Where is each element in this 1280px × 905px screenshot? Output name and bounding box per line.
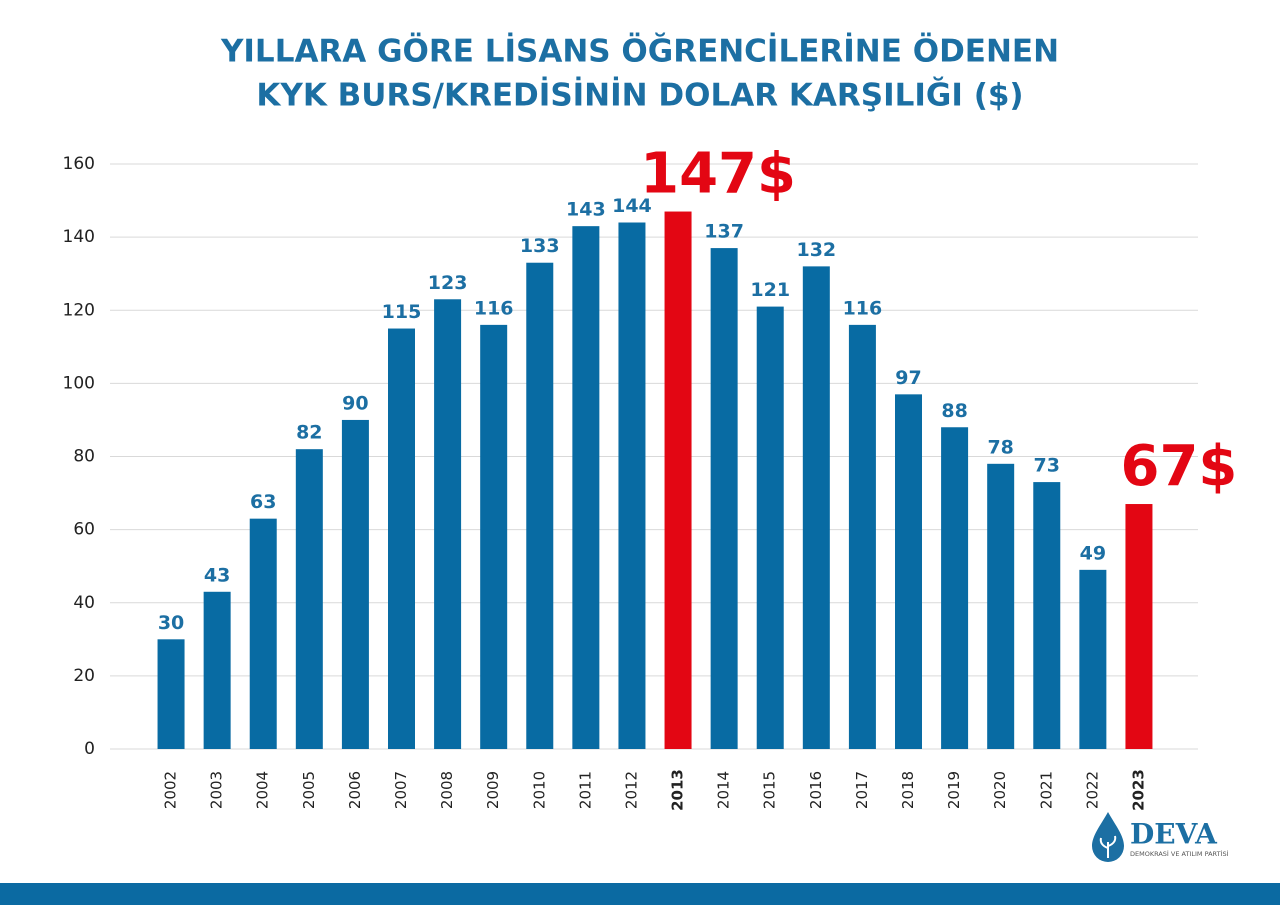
x-tick-label: 2004 bbox=[254, 771, 272, 809]
bar bbox=[434, 299, 462, 749]
bar bbox=[941, 427, 969, 749]
value-label: 88 bbox=[941, 400, 967, 422]
value-label: 144 bbox=[612, 195, 652, 217]
bar bbox=[802, 266, 830, 749]
x-tick-label: 2003 bbox=[208, 771, 226, 809]
value-label: 63 bbox=[250, 491, 276, 513]
value-label: 123 bbox=[428, 272, 468, 294]
logo-subtitle: DEMOKRASİ VE ATILIM PARTİSİ bbox=[1130, 849, 1229, 858]
logo-leaf bbox=[1099, 835, 1117, 858]
value-label: 132 bbox=[796, 239, 836, 261]
value-label: 137 bbox=[704, 221, 744, 243]
bar bbox=[756, 306, 784, 749]
x-tick-label: 2014 bbox=[715, 771, 733, 809]
x-tick-label: 2017 bbox=[853, 771, 871, 809]
x-tick-label: 2011 bbox=[576, 771, 594, 809]
y-tick-label: 60 bbox=[73, 520, 95, 540]
bar bbox=[526, 262, 554, 749]
logo-name: DEVA bbox=[1130, 818, 1218, 851]
footer-stripe bbox=[0, 883, 1280, 905]
x-tick-label: 2020 bbox=[991, 771, 1009, 809]
value-label: 67$ bbox=[1121, 434, 1238, 499]
value-label: 90 bbox=[342, 392, 368, 414]
y-tick-label: 40 bbox=[73, 593, 95, 613]
value-label: 78 bbox=[987, 436, 1013, 458]
x-tick-label: 2022 bbox=[1083, 771, 1101, 809]
value-label: 143 bbox=[566, 199, 606, 221]
x-tick-label: 2008 bbox=[438, 771, 456, 809]
x-tick-label: 2005 bbox=[300, 771, 318, 809]
value-label: 97 bbox=[895, 367, 921, 389]
bar bbox=[249, 518, 277, 749]
value-label: 116 bbox=[843, 297, 883, 319]
y-tick-label: 0 bbox=[84, 739, 95, 759]
bar bbox=[480, 324, 508, 749]
value-label: 121 bbox=[750, 279, 790, 301]
y-tick-label: 20 bbox=[73, 666, 95, 686]
y-tick-label: 140 bbox=[63, 227, 95, 247]
bar bbox=[157, 639, 185, 749]
bar bbox=[1079, 569, 1107, 749]
bar bbox=[710, 248, 738, 749]
bar bbox=[987, 463, 1015, 749]
value-label: 49 bbox=[1080, 542, 1106, 564]
bar bbox=[664, 211, 692, 749]
y-tick-label: 100 bbox=[63, 373, 95, 393]
value-label: 82 bbox=[296, 422, 322, 444]
bar bbox=[203, 591, 231, 749]
x-tick-label: 2021 bbox=[1037, 771, 1055, 809]
chart-title: KYK BURS/KREDİSİNİN DOLAR KARŞILIĞI ($) bbox=[256, 77, 1023, 114]
chart-title: YILLARA GÖRE LİSANS ÖĞRENCİLERİNE ÖDENEN bbox=[220, 33, 1059, 70]
x-tick-label: 2023 bbox=[1129, 769, 1147, 811]
bar bbox=[572, 226, 600, 749]
bar bbox=[341, 419, 369, 749]
x-tick-label: 2006 bbox=[346, 771, 364, 809]
value-label: 115 bbox=[382, 301, 422, 323]
bar bbox=[1125, 504, 1153, 749]
logo-icon bbox=[1092, 812, 1124, 862]
bar bbox=[295, 449, 323, 749]
value-label: 73 bbox=[1034, 455, 1060, 477]
x-tick-label: 2013 bbox=[669, 769, 687, 811]
x-tick-label: 2018 bbox=[899, 771, 917, 809]
x-tick-label: 2019 bbox=[945, 771, 963, 809]
y-tick-label: 160 bbox=[63, 154, 95, 174]
bar bbox=[388, 328, 415, 749]
x-tick-label: 2007 bbox=[392, 771, 410, 809]
x-tick-label: 2016 bbox=[807, 771, 825, 809]
value-label: 30 bbox=[158, 612, 184, 634]
y-tick-label: 80 bbox=[73, 447, 95, 467]
x-tick-label: 2010 bbox=[530, 771, 548, 809]
bar bbox=[895, 394, 922, 749]
value-label: 43 bbox=[204, 564, 230, 586]
x-tick-label: 2002 bbox=[162, 771, 180, 809]
x-tick-label: 2009 bbox=[484, 771, 502, 809]
value-label: 133 bbox=[520, 235, 560, 257]
value-label: 147$ bbox=[640, 142, 796, 207]
x-tick-label: 2012 bbox=[622, 771, 640, 809]
x-tick-label: 2015 bbox=[761, 771, 779, 809]
y-tick-label: 120 bbox=[63, 300, 95, 320]
bar bbox=[1033, 482, 1061, 749]
value-label: 116 bbox=[474, 297, 514, 319]
bar bbox=[848, 324, 876, 749]
bar bbox=[618, 222, 646, 749]
